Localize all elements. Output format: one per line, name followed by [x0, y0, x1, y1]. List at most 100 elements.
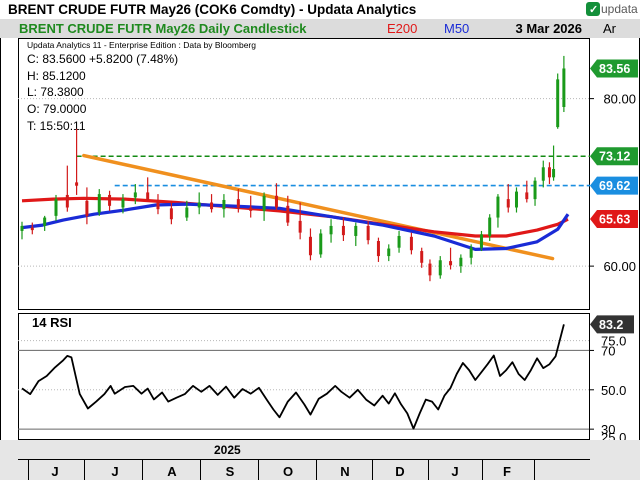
- candle-body-13: [169, 208, 173, 220]
- candle-body-36: [438, 260, 442, 276]
- candle-body-46: [533, 180, 537, 200]
- candle-body-31: [387, 248, 391, 257]
- window-title: BRENT CRUDE FUTR May26 (COK6 Comdty) - U…: [8, 2, 416, 17]
- last-price-label: 83.56: [599, 62, 630, 76]
- price-gridlines: [18, 98, 590, 267]
- rsi-panel: [18, 313, 590, 440]
- edition-text: Updata Analytics 11 - Enterprise Edition…: [27, 40, 256, 50]
- candle-body-15: [197, 202, 201, 208]
- support-label: 69.62: [599, 179, 630, 193]
- candle-body-44: [514, 191, 518, 208]
- candle-body-2: [43, 217, 47, 226]
- rsi-tick-label-75: 75.0: [601, 334, 626, 349]
- rsi-tick-label-0: 70: [601, 343, 615, 358]
- chart-date: 3 Mar 2026: [516, 21, 583, 36]
- candle-body-21: [274, 195, 278, 208]
- time-readout: T: 15:50:11: [27, 119, 86, 133]
- price-moving-averages: [21, 196, 570, 251]
- candle-body-26: [329, 225, 333, 235]
- legend-e200: E200: [387, 21, 417, 36]
- resistance-badge: [590, 147, 638, 166]
- x-axis-month-2: A: [167, 464, 177, 479]
- x-axis-month-4: O: [283, 464, 293, 479]
- x-axis-month-7: J: [451, 464, 458, 479]
- candle-body-5: [75, 182, 79, 186]
- candle-body-33: [409, 236, 413, 251]
- candle-body-3: [54, 199, 58, 216]
- price-tick-label-1: 60.00: [603, 259, 636, 274]
- candle-body-42: [496, 196, 500, 218]
- downtrend-line: [82, 153, 555, 261]
- candle-body-18: [236, 199, 240, 208]
- rsi-tick-label-2: 30: [601, 422, 615, 437]
- price-levels: [76, 153, 590, 261]
- candle-body-11: [146, 192, 150, 200]
- last-price-badge: [590, 59, 638, 78]
- candle-body-29: [366, 225, 370, 241]
- legend-m50: M50: [444, 21, 469, 36]
- candle-body-24: [308, 236, 312, 256]
- x-axis-month-0: J: [51, 464, 58, 479]
- x-axis-month-5: N: [340, 464, 349, 479]
- candle-body-34: [420, 251, 424, 263]
- rsi-tick-label-1: 50.0: [601, 383, 626, 398]
- m50-line: [21, 202, 570, 251]
- candle-body-30: [376, 241, 380, 257]
- candle-body-43: [506, 199, 510, 208]
- candle-body-10: [133, 192, 137, 198]
- rsi-series: [21, 324, 565, 430]
- candle-body-39: [469, 247, 473, 258]
- candle-body-41: [488, 217, 492, 236]
- updata-logo-badge: [586, 2, 600, 16]
- candle-body-19: [249, 207, 253, 211]
- high-readout: H: 85.1200: [27, 69, 86, 83]
- resistance-label: 73.12: [599, 150, 630, 164]
- candle-body-40: [479, 234, 483, 248]
- candle-body-14: [185, 207, 189, 218]
- close-readout: C: 83.5600 +5.8200 (7.48%): [27, 52, 178, 66]
- candle-body-9: [121, 199, 125, 208]
- candle-body-16: [210, 202, 214, 210]
- candle-body-20: [262, 195, 266, 211]
- rsi-gridlines: [18, 340, 590, 430]
- x-axis-month-3: S: [226, 464, 235, 479]
- price-tick-label-0: 80.00: [603, 92, 636, 107]
- x-axis-year: 2025: [214, 443, 241, 457]
- candle-body-50: [556, 79, 560, 128]
- candle-body-17: [222, 199, 226, 210]
- price-panel: [18, 38, 590, 310]
- rsi-title: 14 RSI: [32, 315, 72, 330]
- candle-body-49: [552, 168, 556, 178]
- candle-body-38: [459, 257, 463, 267]
- candle-body-8: [108, 194, 112, 206]
- rsi-line: [21, 324, 565, 430]
- title-bar: [0, 0, 640, 18]
- updata-logo-check-icon: ✓: [589, 4, 598, 16]
- candle-body-22: [286, 205, 290, 223]
- candle-body-35: [428, 263, 432, 276]
- price-axis: 80.00 60.00 83.56 73.12 69.62 65.63: [589, 59, 638, 274]
- e200-value-label: 65.63: [599, 212, 630, 226]
- candle-body-28: [354, 225, 358, 236]
- candle-body-1: [30, 227, 34, 231]
- rsi-value-badge: [590, 315, 634, 334]
- candle-body-51: [562, 68, 566, 107]
- x-axis-month-6: D: [395, 464, 404, 479]
- rsi-value-label: 83.2: [599, 318, 623, 332]
- candle-body-4: [65, 194, 69, 208]
- x-axis-month-1: J: [111, 464, 118, 479]
- candle-body-25: [319, 233, 323, 255]
- open-readout: O: 79.0000: [27, 102, 87, 116]
- low-readout: L: 78.3800: [27, 85, 84, 99]
- price-candles: [20, 55, 566, 282]
- candle-body-6: [85, 200, 89, 216]
- candle-body-0: [20, 225, 24, 231]
- candle-body-37: [449, 261, 453, 266]
- info-block: Updata Analytics 11 - Enterprise Edition…: [27, 40, 256, 133]
- axis-header: Ar: [603, 21, 617, 36]
- candle-body-27: [341, 225, 345, 236]
- candle-body-32: [397, 235, 401, 248]
